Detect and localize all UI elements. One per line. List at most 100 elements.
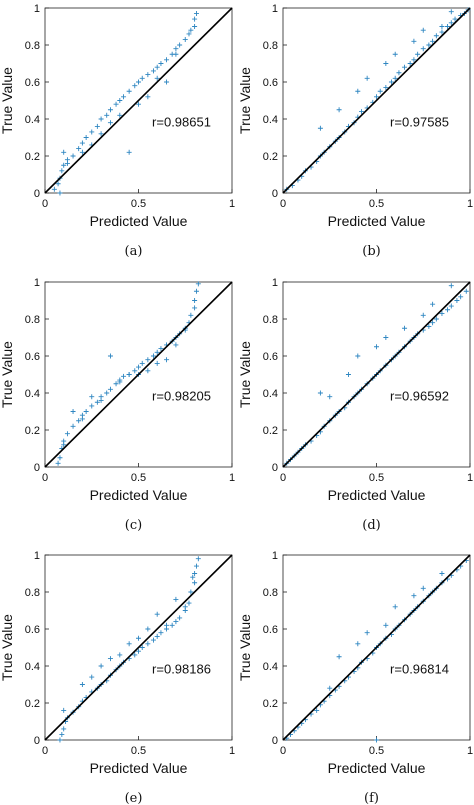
y-tick-label: 1 — [34, 277, 40, 289]
scatter-point — [61, 162, 67, 168]
scatter-point — [364, 75, 370, 81]
scatter-point — [173, 46, 179, 52]
y-tick-label: 0.2 — [25, 151, 40, 163]
scatter-point — [145, 94, 151, 100]
scatter-point — [377, 88, 383, 94]
scatter-point — [154, 64, 160, 70]
y-tick-label: 0 — [272, 188, 278, 200]
scatter-point — [164, 357, 170, 363]
scatter-point — [158, 61, 164, 66]
y-tick-label: 1 — [34, 550, 40, 562]
reference-line — [44, 554, 233, 741]
scatter-point — [150, 68, 156, 74]
scatter-point — [83, 409, 89, 414]
scatter-point — [136, 648, 141, 654]
scatter-point — [448, 283, 454, 289]
scatter-point — [164, 57, 170, 63]
x-tick-label: 0.5 — [369, 745, 384, 757]
scatter-point — [139, 360, 145, 366]
x-axis-label: Predicted Value — [328, 213, 426, 229]
x-tick-label: 1 — [229, 745, 235, 757]
scatter-point — [173, 596, 179, 602]
y-tick-label: 0.4 — [263, 388, 278, 400]
scatter-point — [192, 580, 198, 586]
scatter-point — [70, 423, 76, 429]
scatter-point — [359, 109, 365, 115]
scatter-point — [448, 20, 454, 26]
scatter-point — [132, 83, 138, 89]
scatter-point — [173, 342, 179, 348]
correlation-annotation: r=0.96592 — [390, 388, 449, 403]
scatter-point — [121, 373, 127, 379]
scatter-point — [126, 149, 132, 155]
chart-panel: 0 0.2 0.4 0.6 0.8 1 0 0.5 1 r=0.96592 Predicted Va… — [237, 277, 473, 533]
x-tick-label: 1 — [467, 745, 473, 757]
scatter-point — [121, 94, 127, 100]
scatter-point — [150, 637, 156, 643]
y-tick-label: 0.2 — [25, 698, 40, 710]
scatter-point — [411, 593, 417, 599]
scatter-point — [150, 353, 156, 359]
y-tick-label: 0.2 — [263, 698, 278, 710]
y-tick-label: 0.8 — [25, 587, 40, 599]
chart-panel: 0 0.2 0.4 0.6 0.8 1 0 0.5 1 r=0.98186 Predicted Va… — [0, 550, 235, 805]
y-tick-label: 0.2 — [263, 151, 278, 163]
scatter-point — [407, 61, 413, 66]
y-tick-label: 1 — [272, 3, 278, 15]
scatter-point — [136, 635, 141, 641]
x-axis-label: Predicted Value — [90, 213, 188, 229]
scatter-point — [113, 381, 119, 387]
scatter-point — [374, 94, 379, 100]
scatter-point — [364, 630, 370, 636]
scatter-point — [70, 153, 76, 159]
scatter-point — [154, 611, 160, 617]
y-tick-label: 0 — [34, 462, 40, 474]
scatter-point — [430, 38, 436, 44]
panel-caption: (a) — [125, 244, 143, 259]
x-tick-label: 0 — [42, 472, 48, 484]
correlation-annotation: r=0.98205 — [152, 388, 211, 403]
scatter-point — [188, 589, 194, 595]
scatter-point — [336, 654, 342, 660]
scatter-point — [182, 36, 188, 42]
scatter-point — [336, 107, 342, 113]
y-axis-label: True Value — [0, 67, 15, 134]
scatter-point — [463, 288, 469, 294]
y-tick-label: 0.8 — [25, 314, 40, 326]
scatter-point — [430, 320, 436, 326]
scatter-point — [402, 325, 408, 331]
scatter-point — [195, 556, 201, 562]
scatter-point — [317, 390, 323, 396]
panel-caption: (c) — [125, 518, 142, 533]
scatter-point — [126, 641, 132, 647]
scatter-point — [355, 88, 361, 94]
x-tick-label: 0 — [280, 745, 286, 757]
scatter-point — [173, 619, 179, 625]
scatter-point — [136, 364, 141, 370]
scatter-point — [107, 656, 113, 662]
scatter-point — [433, 316, 439, 322]
scatter-point — [158, 630, 164, 636]
scatter-point — [139, 75, 145, 81]
scatter-point — [126, 88, 132, 94]
scatter-point — [107, 120, 113, 126]
scatter-point — [126, 372, 132, 377]
x-axis-label: Predicted Value — [328, 760, 426, 776]
x-tick-label: 0 — [280, 198, 286, 210]
scatter-point — [117, 379, 123, 385]
scatter-point — [98, 397, 104, 403]
y-tick-label: 1 — [272, 550, 278, 562]
scatter-point — [317, 125, 323, 131]
x-tick-label: 0 — [280, 472, 286, 484]
y-tick-label: 0 — [272, 462, 278, 474]
scatter-point — [70, 409, 76, 414]
scatter-point — [392, 75, 398, 81]
scatter-point — [411, 57, 417, 63]
scatter-point — [79, 416, 85, 422]
x-tick-label: 0.5 — [369, 198, 384, 210]
chart-panel: 0 0.2 0.4 0.6 0.8 1 0 0.5 1 r=0.98205 Predicted Va… — [0, 277, 235, 533]
scatter-point — [327, 394, 333, 400]
y-tick-label: 0.6 — [25, 351, 40, 363]
y-tick-label: 0.2 — [25, 425, 40, 437]
y-axis-label: True Value — [237, 341, 253, 408]
